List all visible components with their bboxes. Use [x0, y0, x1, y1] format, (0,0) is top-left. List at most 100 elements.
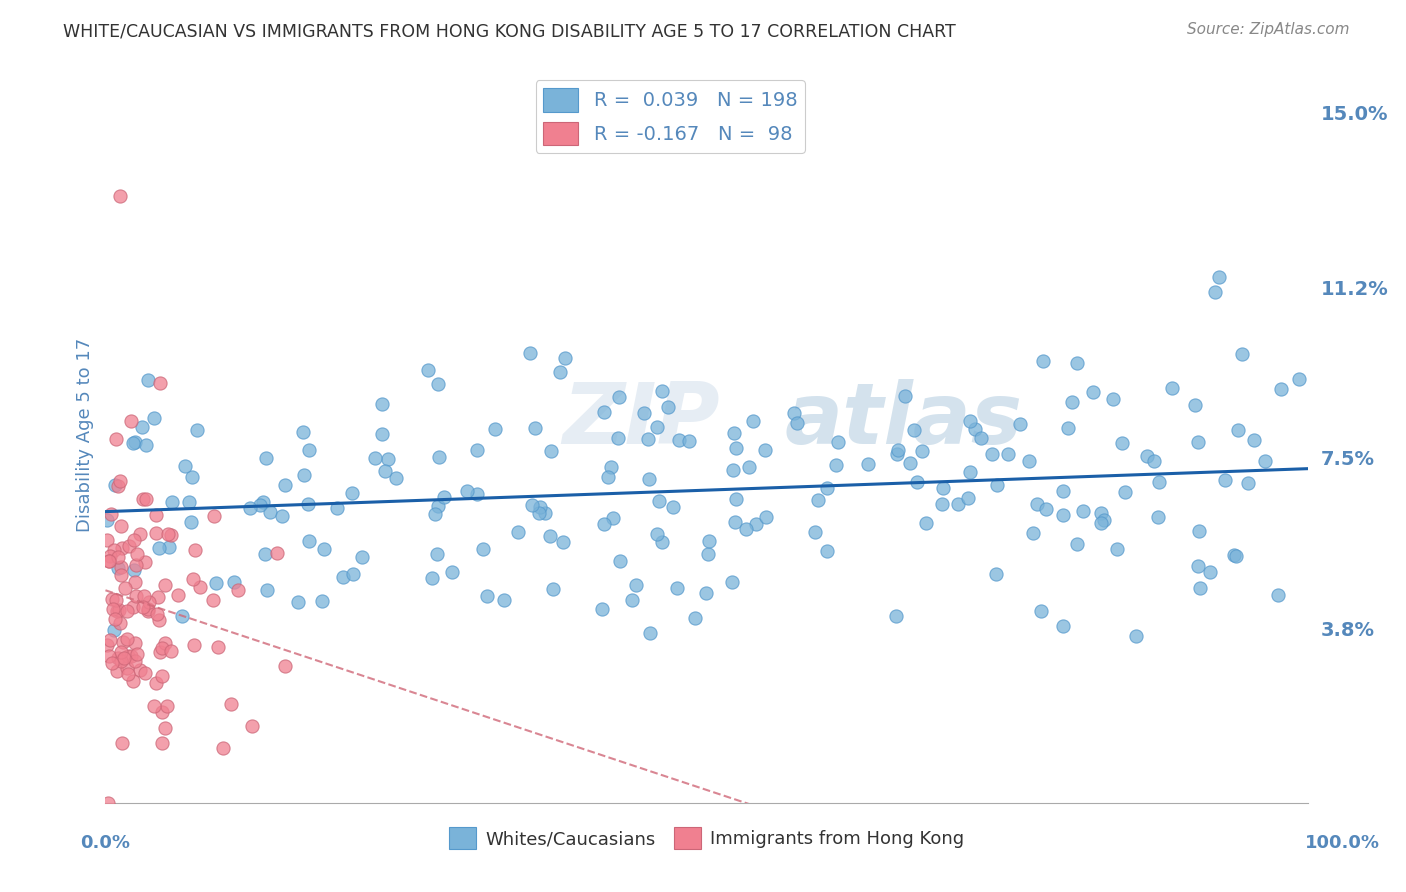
Point — [678, 434, 700, 448]
Point — [96, 533, 118, 547]
Point — [986, 566, 1008, 581]
Point — [754, 442, 776, 457]
Point — [212, 741, 235, 756]
Point — [371, 397, 394, 411]
Point — [986, 477, 1008, 491]
Point — [724, 515, 747, 529]
Point — [1270, 382, 1292, 396]
Point — [107, 560, 129, 574]
Point — [107, 549, 129, 564]
Point — [745, 517, 768, 532]
Point — [1066, 537, 1088, 551]
Point — [135, 492, 157, 507]
Point — [145, 526, 167, 541]
Point — [723, 426, 745, 441]
Point — [492, 592, 515, 607]
Point — [134, 589, 156, 603]
Point — [240, 719, 263, 733]
Point — [633, 406, 655, 420]
Point — [160, 495, 183, 509]
Point — [101, 656, 124, 670]
Point — [340, 486, 363, 500]
Point — [122, 563, 145, 577]
Point — [523, 421, 546, 435]
Point — [894, 388, 917, 402]
Point — [638, 626, 661, 640]
Point — [609, 554, 631, 568]
Point — [149, 645, 172, 659]
Point — [980, 447, 1002, 461]
Point — [1092, 513, 1115, 527]
Point — [371, 426, 394, 441]
Point — [111, 541, 134, 555]
Point — [124, 434, 146, 449]
Point — [484, 422, 506, 436]
Text: 100.0%: 100.0% — [1305, 834, 1381, 852]
Point — [932, 481, 955, 495]
Point — [1018, 454, 1040, 468]
Point — [105, 593, 128, 607]
Point — [1187, 435, 1209, 450]
Point — [534, 506, 557, 520]
Point — [1052, 483, 1074, 498]
Point — [1143, 454, 1166, 468]
Point — [626, 578, 648, 592]
Point — [96, 513, 118, 527]
Point — [1226, 423, 1249, 437]
Point — [1090, 506, 1112, 520]
Point — [541, 582, 564, 597]
Point — [173, 458, 195, 473]
Point — [254, 450, 277, 465]
Point — [110, 653, 132, 667]
Point — [157, 541, 180, 555]
Point — [108, 188, 131, 202]
Point — [550, 365, 572, 379]
Point — [1060, 395, 1083, 409]
Point — [150, 705, 173, 719]
Point — [465, 487, 488, 501]
Point — [1125, 629, 1147, 643]
Point — [114, 582, 136, 596]
Point — [239, 500, 262, 515]
Point — [136, 601, 159, 615]
Point — [668, 434, 690, 448]
Point — [520, 498, 543, 512]
Point — [1066, 356, 1088, 370]
Point — [120, 648, 142, 663]
Point — [111, 736, 134, 750]
Point — [297, 497, 319, 511]
Point — [145, 508, 167, 522]
Point — [148, 541, 170, 556]
Point — [465, 442, 488, 457]
Point — [108, 615, 131, 630]
Text: atlas: atlas — [785, 378, 1022, 462]
Point — [1184, 398, 1206, 412]
Point — [418, 363, 440, 377]
Point — [226, 583, 249, 598]
Point — [997, 447, 1019, 461]
Point — [149, 376, 172, 390]
Point — [596, 470, 619, 484]
Point — [124, 654, 146, 668]
Point — [741, 414, 763, 428]
Point — [1052, 508, 1074, 523]
Point — [253, 547, 276, 561]
Point — [103, 623, 125, 637]
Point — [118, 539, 141, 553]
Point — [786, 416, 808, 430]
Point — [965, 422, 987, 436]
Point — [856, 458, 879, 472]
Point — [98, 632, 121, 647]
Point — [377, 451, 399, 466]
Point — [1208, 269, 1230, 284]
Point — [1056, 421, 1078, 435]
Point — [115, 632, 138, 646]
Point — [108, 603, 131, 617]
Point — [125, 648, 148, 662]
Point — [298, 534, 321, 549]
Point — [905, 475, 928, 490]
Point — [931, 496, 953, 510]
Point — [426, 376, 449, 391]
Point — [725, 492, 748, 507]
Point — [685, 611, 707, 625]
